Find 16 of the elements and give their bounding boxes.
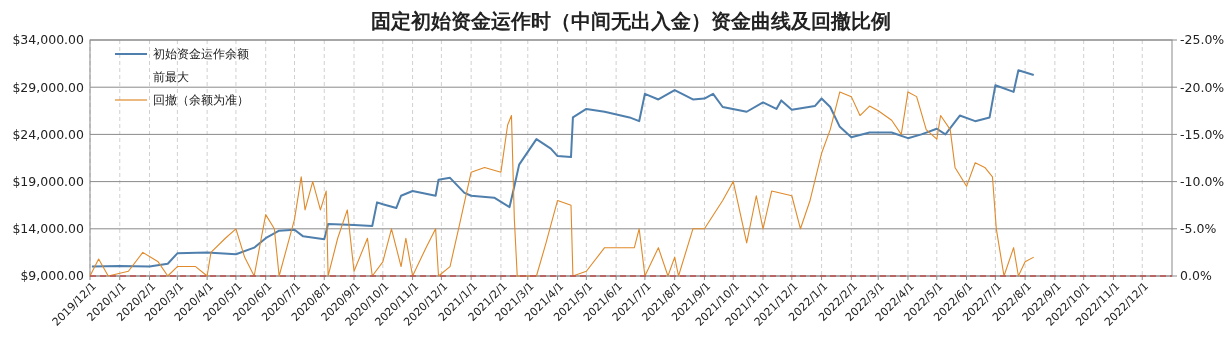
y-tick-label: $29,000.00 (12, 79, 85, 95)
y2-tick-label: -20.0% (1180, 79, 1225, 95)
legend-label: 回撤（余额为准） (153, 93, 249, 108)
y-tick-label: $9,000.00 (20, 268, 85, 284)
annotation: 前最大 (153, 70, 189, 85)
legend-label: 初始资金运作余额 (153, 47, 249, 62)
y-tick-label: $19,000.00 (12, 173, 85, 189)
y-tick-label: $24,000.00 (12, 126, 85, 142)
y2-tick-label: 0.0% (1180, 268, 1212, 284)
y-tick-label: $34,000.00 (12, 32, 85, 48)
y2-tick-label: -25.0% (1180, 32, 1225, 48)
y-tick-label: $14,000.00 (12, 221, 85, 237)
chart-title: 固定初始资金运作时（中间无出入金）资金曲线及回撤比例 (371, 9, 891, 33)
y2-tick-label: -10.0% (1180, 173, 1225, 189)
y2-tick-label: -5.0% (1180, 221, 1217, 237)
y2-tick-label: -15.0% (1180, 126, 1225, 142)
